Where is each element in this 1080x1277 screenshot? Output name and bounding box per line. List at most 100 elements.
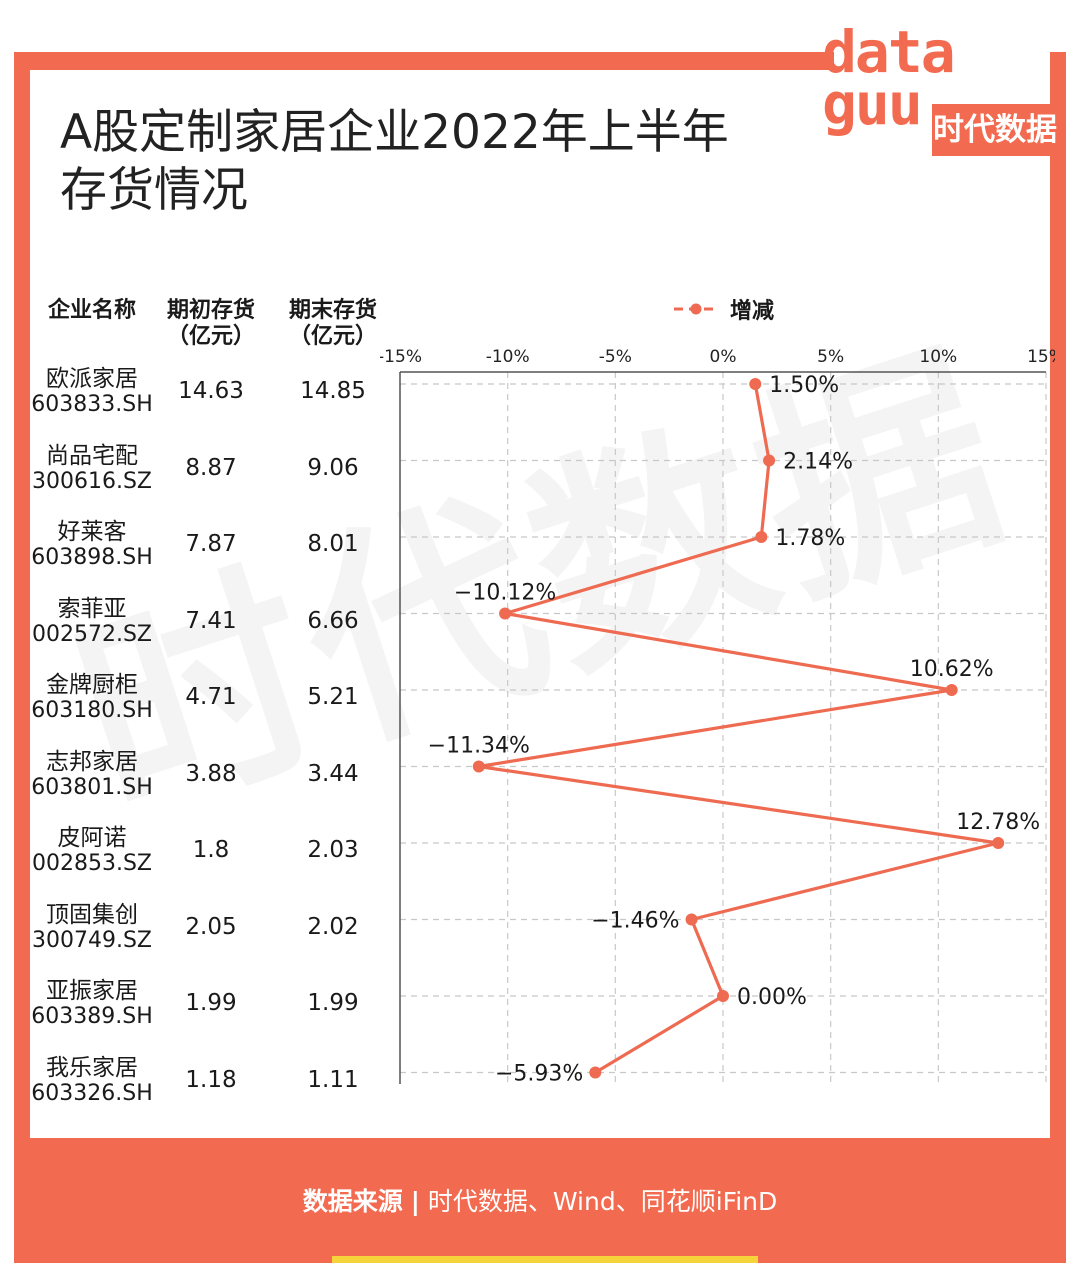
change-line-chart: -15% -10% -5% 0% 5% 10% 15% 1.50% 2.14% 1.78% −10.… [380,347,1055,1087]
company-name: 志邦家居 [46,748,138,775]
stock-code: 603898.SH [31,545,153,570]
data-point [717,990,729,1002]
stock-code: 300749.SZ [31,927,152,953]
table-row: 顶固集创 300749.SZ 2.05 2.02 [30,902,390,962]
end-inventory: 9.06 [307,454,359,481]
data-point [749,378,762,390]
x-tick-label: 15% [1027,347,1055,367]
end-inventory: 2.02 [307,913,359,940]
data-point [499,607,512,620]
stock-code: 603326.SH [31,1080,153,1106]
end-inventory: 8.01 [307,531,359,557]
series-line [477,383,1000,1074]
company-name: 尚品宅配 [46,442,138,469]
data-point [755,531,768,543]
column-header-name-label: 企业名称 [47,298,136,323]
begin-inventory: 2.05 [185,913,237,940]
company-name: 欧派家居 [46,366,138,392]
company-name: 索菲亚 [57,595,127,622]
end-inventory: 2.03 [307,837,359,863]
company-name-cell: 欧派家居 603833.SH [30,366,154,418]
x-tick-label: 0% [710,347,737,367]
company-name-cell: 尚品宅配 300616.SZ [30,443,154,495]
company-name: 金牌厨柜 [46,672,138,698]
end-inventory: 6.66 [307,607,359,634]
begin-inventory: 7.87 [185,531,237,557]
begin-inventory: 3.88 [185,760,237,787]
data-point [945,684,958,696]
column-header-end-line2: （亿元） [288,324,377,349]
legend-line-icon [674,303,718,315]
logo-word-line1: data [822,18,956,86]
footer: 数据来源 | 时代数据、Wind、同花顺iFinD [14,1138,1066,1263]
table-row: 欧派家居 603833.SH 14.63 14.85 [30,366,390,426]
column-header-begin-line2: （亿元） [166,324,255,349]
column-header-begin: 期初存货 （亿元） [152,298,270,350]
logo-wordmark: data guu [822,18,956,133]
begin-inventory: 14.63 [178,378,244,404]
data-point [763,454,776,467]
company-name-cell: 索菲亚 002572.SZ [30,596,154,648]
company-name: 亚振家居 [46,978,138,1004]
column-header-end-line1: 期末存货 [288,298,377,323]
company-name-cell: 我乐家居 603326.SH [30,1055,154,1107]
x-tick-label: 10% [919,347,957,367]
page-title: A股定制家居企业2022年上半年 存货情况 [60,104,729,220]
title-line2: 存货情况 [60,163,248,218]
data-label: 0.00% [737,985,807,1010]
data-label: 2.14% [783,450,853,475]
begin-inventory: 7.41 [185,607,237,634]
data-label: 12.78% [956,810,1040,835]
table-row: 尚品宅配 300616.SZ 8.87 9.06 [30,443,390,503]
data-source-text: 时代数据、Wind、同花顺iFinD [427,1187,778,1216]
company-name-cell: 志邦家居 603801.SH [30,749,154,801]
data-label: −1.46% [591,909,679,934]
table-row: 亚振家居 603389.SH 1.99 1.99 [30,978,390,1038]
column-header-name: 企业名称 [30,298,154,324]
company-name-cell: 顶固集创 300749.SZ [30,902,154,954]
data-point [589,1066,602,1079]
company-name: 我乐家居 [46,1054,138,1081]
begin-inventory: 1.99 [185,990,237,1016]
company-name: 好莱客 [57,519,127,545]
column-header-end: 期末存货 （亿元） [274,298,392,350]
data-label: 1.78% [775,526,845,551]
chart-legend: 增减 [672,294,774,324]
legend-label: 增减 [730,299,775,324]
table-row: 志邦家居 603801.SH 3.88 3.44 [30,749,390,809]
data-label: −10.12% [454,581,556,606]
data-label: −11.34% [428,734,530,759]
table-row: 金牌厨柜 603180.SH 4.71 5.21 [30,672,390,732]
title-line1: A股定制家居企业2022年上半年 [60,105,729,160]
table-row: 索菲亚 002572.SZ 7.41 6.66 [30,596,390,656]
frame-top-border [14,52,834,70]
x-tick-label: -10% [486,347,530,367]
company-name: 皮阿诺 [57,825,127,851]
x-tick-label: -5% [599,347,632,367]
begin-inventory: 1.8 [192,837,230,863]
stock-code: 300616.SZ [31,468,152,494]
company-name-cell: 亚振家居 603389.SH [30,978,154,1030]
data-label: 10.62% [910,657,994,682]
x-tick-label: -15% [380,347,422,367]
company-name-cell: 皮阿诺 002853.SZ [30,825,154,877]
frame-right-border [1050,52,1066,1152]
logo-label: 时代数据 [932,104,1058,156]
table-row: 皮阿诺 002853.SZ 1.8 2.03 [30,825,390,885]
data-source-separator: | [410,1187,420,1216]
end-inventory: 1.11 [307,1066,359,1093]
data-label: 1.50% [769,373,839,398]
stock-code: 603833.SH [31,392,153,417]
footer-accent-bar [332,1256,758,1263]
data-point [472,760,485,773]
end-inventory: 3.44 [307,760,359,787]
end-inventory: 5.21 [307,684,359,710]
column-header-begin-line1: 期初存货 [166,298,255,323]
data-point [992,837,1005,849]
company-name-cell: 金牌厨柜 603180.SH [30,672,154,724]
company-name-cell: 好莱客 603898.SH [30,519,154,571]
stock-code: 002853.SZ [31,851,152,876]
end-inventory: 14.85 [300,378,366,404]
stock-code: 603389.SH [31,1004,153,1029]
stock-code: 002572.SZ [31,621,152,647]
